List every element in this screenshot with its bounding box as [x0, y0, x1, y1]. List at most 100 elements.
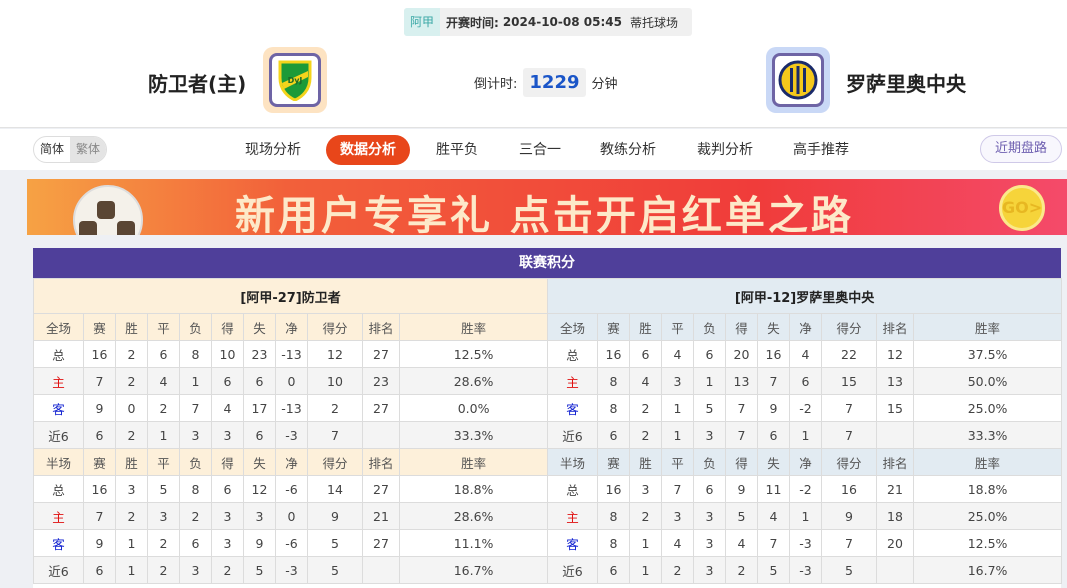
home-team-logo[interactable]: DyJ [263, 47, 327, 113]
column-header: 平 [147, 448, 180, 476]
cell: 12.5% [912, 529, 1063, 557]
cell: 2 [629, 394, 662, 422]
cell: 8 [597, 394, 630, 422]
cell: 7 [757, 367, 790, 395]
cell: 5 [307, 529, 363, 557]
cell: 21 [362, 502, 400, 530]
column-header: 净 [275, 313, 308, 341]
table-row: 近6 6 2 1 3 7 6 1 7 33.3% [547, 421, 1063, 449]
team-standings-header: [阿甲-12]罗萨里奥中央 [546, 278, 1063, 314]
cell: 9 [243, 529, 276, 557]
cell: -13 [275, 394, 308, 422]
recent-handicap-button[interactable]: 近期盘路 [980, 135, 1063, 163]
cell: 3 [693, 556, 726, 584]
cell: 5 [757, 556, 790, 584]
cell: 7 [83, 367, 116, 395]
column-header: 得 [725, 448, 758, 476]
cell: 18 [876, 502, 914, 530]
home-team-name[interactable]: 防卫者(主) [148, 72, 247, 96]
column-header: 平 [147, 313, 180, 341]
league-badge[interactable]: 阿甲 [404, 8, 441, 36]
cell: -3 [789, 556, 822, 584]
cell: 3 [179, 556, 212, 584]
tab-three-in-one[interactable]: 三合一 [519, 142, 561, 158]
table-row: 主 8 4 3 1 13 7 6 15 13 50.0% [547, 367, 1063, 395]
svg-text:DyJ: DyJ [288, 76, 303, 85]
countdown-value: 1229 [523, 68, 586, 97]
row-label: 近6 [33, 421, 84, 449]
tab-live-analysis[interactable]: 现场分析 [245, 142, 301, 158]
cell: 2 [725, 556, 758, 584]
cell: 11 [757, 475, 790, 503]
tab-data-analysis[interactable]: 数据分析 [326, 135, 410, 165]
cell: 9 [83, 529, 116, 557]
cell: 15 [821, 367, 877, 395]
cell: 5 [821, 556, 877, 584]
table-row: 主 7 2 4 1 6 6 0 10 23 28.6% [33, 367, 549, 395]
cell: 1 [115, 556, 148, 584]
column-header: 失 [243, 313, 276, 341]
cell [362, 421, 400, 449]
column-header: 胜 [115, 313, 148, 341]
row-label: 近6 [547, 421, 598, 449]
cell: 1 [147, 421, 180, 449]
tab-coach-analysis[interactable]: 教练分析 [600, 142, 656, 158]
table-row: 客 8 1 4 3 4 7 -3 7 20 12.5% [547, 529, 1063, 557]
table-row: 总 16 3 5 8 6 12 -6 14 27 18.8% [33, 475, 549, 503]
cell: 5 [147, 475, 180, 503]
cell: 3 [661, 502, 694, 530]
table-row: 总 16 2 6 8 10 23 -13 12 27 12.5% [33, 340, 549, 368]
away-team-logo[interactable] [766, 47, 830, 113]
cell [876, 556, 914, 584]
column-header: 半场 [547, 448, 598, 476]
away-team-name[interactable]: 罗萨里奥中央 [846, 72, 966, 96]
row-label: 总 [547, 340, 598, 368]
cell: 15 [876, 394, 914, 422]
column-header: 平 [661, 313, 694, 341]
cell: 12.5% [398, 340, 549, 368]
column-header-row: 半场赛胜平负得失净得分 排名 胜率 [547, 448, 1063, 476]
column-header: 得 [725, 313, 758, 341]
language-toggle[interactable]: 简体 繁体 [33, 136, 108, 163]
cell: 4 [789, 340, 822, 368]
cell: 10 [307, 367, 363, 395]
cell: 1 [789, 502, 822, 530]
cell: 6 [243, 421, 276, 449]
table-row: 客 9 1 2 6 3 9 -6 5 27 11.1% [33, 529, 549, 557]
banner-text: 新用户专享礼 点击开启红单之路 [235, 193, 854, 235]
standings-title: 联赛积分 [33, 248, 1061, 278]
cell: 7 [725, 394, 758, 422]
cell: 12 [307, 340, 363, 368]
promo-banner[interactable]: 新用户专享礼 点击开启红单之路 GO> [27, 179, 1067, 235]
go-button[interactable]: GO> [999, 185, 1045, 231]
cell: 27 [362, 340, 400, 368]
cell: 6 [211, 367, 244, 395]
cell: 2 [629, 502, 662, 530]
countdown: 倒计时: 1229 分钟 [474, 68, 618, 97]
lang-traditional[interactable]: 繁体 [70, 137, 107, 162]
tab-expert-picks[interactable]: 高手推荐 [793, 142, 849, 158]
cell: 1 [693, 367, 726, 395]
cell: 2 [211, 556, 244, 584]
cell: 0.0% [398, 394, 549, 422]
cell: 16.7% [398, 556, 549, 584]
tab-referee-analysis[interactable]: 裁判分析 [697, 142, 753, 158]
countdown-label: 倒计时: [474, 77, 518, 92]
table-row: 主 7 2 3 2 3 3 0 9 21 28.6% [33, 502, 549, 530]
cell: 9 [821, 502, 877, 530]
away-standings: [阿甲-12]罗萨里奥中央 全场赛胜平负得失净得分 排名 胜率总 16 6 4 6 20 16 4 2… [546, 278, 1063, 584]
cell: 7 [725, 421, 758, 449]
cell: 5 [725, 502, 758, 530]
cell: -2 [789, 394, 822, 422]
cell: 37.5% [912, 340, 1063, 368]
cell: 2 [115, 367, 148, 395]
cell: 21 [876, 475, 914, 503]
tab-win-draw-lose[interactable]: 胜平负 [436, 142, 478, 158]
lang-simplified[interactable]: 简体 [40, 142, 65, 156]
cell: 2 [147, 556, 180, 584]
cell: 2 [307, 394, 363, 422]
cell: 6 [693, 475, 726, 503]
cell: 20 [725, 340, 758, 368]
cell: 6 [243, 367, 276, 395]
cell: 6 [83, 556, 116, 584]
